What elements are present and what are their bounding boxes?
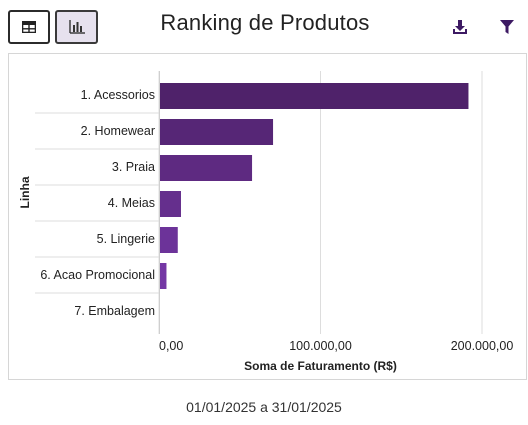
ranking-bar-chart: 1. Acessorios 2. Homewear 3. Praia 4. Meias… xyxy=(18,71,514,373)
x-tick-label: 100.000,00 xyxy=(289,339,352,353)
y-axis-title: Linha xyxy=(18,176,32,208)
x-axis-title: Soma de Faturamento (R$) xyxy=(244,359,397,373)
bar xyxy=(160,83,469,109)
chart-panel: 1. Acessorios 2. Homewear 3. Praia 4. Meias… xyxy=(8,53,527,380)
header: Ranking de Produtos xyxy=(0,0,528,52)
category-label: 7. Embalagem xyxy=(74,304,155,318)
category-label: 6. Acao Promocional xyxy=(40,268,155,282)
download-button[interactable] xyxy=(447,14,473,40)
bar xyxy=(160,155,253,181)
x-tick-label: 200.000,00 xyxy=(451,339,514,353)
filter-icon xyxy=(500,19,514,34)
category-label: 5. Lingerie xyxy=(97,232,155,246)
bar xyxy=(160,227,178,253)
bar-chart-icon xyxy=(68,20,85,34)
bar xyxy=(160,263,167,289)
category-label: 4. Meias xyxy=(108,196,155,210)
bar xyxy=(160,191,181,217)
chart-title: Ranking de Produtos xyxy=(160,10,370,35)
x-tick-label: 0,00 xyxy=(159,339,183,353)
filter-button[interactable] xyxy=(494,14,520,40)
category-label: 2. Homewear xyxy=(81,124,155,138)
download-icon xyxy=(453,20,467,34)
bar xyxy=(160,119,274,145)
date-range: 01/01/2025 a 31/01/2025 xyxy=(186,399,342,415)
category-label: 1. Acessorios xyxy=(81,88,155,102)
category-label: 3. Praia xyxy=(112,160,155,174)
table-view-button[interactable] xyxy=(8,10,50,44)
chart-view-button[interactable] xyxy=(55,10,98,44)
table-icon xyxy=(22,21,36,33)
